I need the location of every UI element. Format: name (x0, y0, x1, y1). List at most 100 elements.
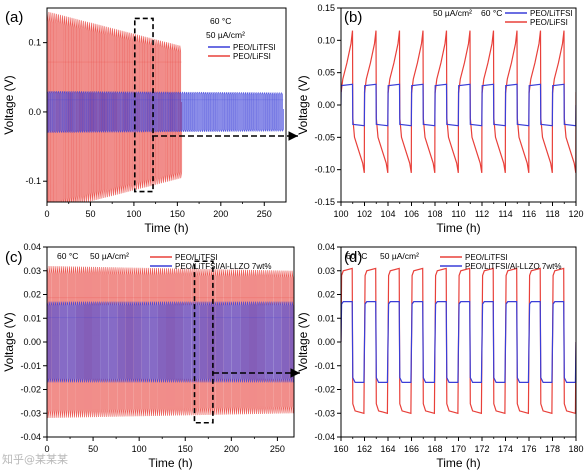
y-tick-label: 0.00 (317, 337, 335, 347)
x-tick-label: 100 (333, 209, 348, 219)
y-tick-label: -0.04 (314, 432, 335, 442)
axes-frame (46, 7, 287, 203)
y-tick-label: 0.04 (317, 242, 335, 252)
y-tick-label: 0.04 (23, 242, 41, 252)
x-axis-label: Time (h) (436, 456, 480, 470)
x-tick-label: 106 (404, 209, 419, 219)
y-tick-label: -0.1 (25, 176, 41, 186)
zoom-highlight-box (133, 17, 154, 193)
x-tick-label: 104 (380, 209, 395, 219)
x-tick-label: 150 (178, 444, 193, 454)
plot-area (47, 265, 294, 419)
y-axis-label: Voltage (V) (296, 312, 310, 371)
y-tick-label: -0.15 (314, 197, 335, 207)
x-tick-label: 200 (224, 444, 239, 454)
x-tick-label: 100 (126, 209, 141, 219)
y-tick-label: -0.05 (314, 132, 335, 142)
x-tick-label: 116 (522, 209, 536, 219)
x-tick-label: 172 (474, 444, 489, 454)
y-tick-label: 0.05 (317, 68, 335, 78)
series-blue (341, 83, 576, 127)
x-axis-label: Time (h) (436, 221, 480, 235)
series-blue (47, 301, 294, 383)
annotation-current: 50 µA/cm² (433, 8, 472, 18)
panel-label: (d) (344, 249, 362, 266)
y-tick-label: 0.00 (23, 337, 41, 347)
series-blue (47, 90, 284, 133)
zoom-highlight-box (193, 260, 214, 424)
x-tick-label: 200 (213, 209, 228, 219)
legend-label: PEO/LiTFSI (175, 253, 218, 262)
panel-c: (c) 0 50 100 150 200 250 -0.04 -0.03 -0.02 -0.01 0.… (2, 242, 295, 470)
x-tick-label: 0 (44, 209, 49, 219)
y-tick-label: 0.03 (23, 266, 41, 276)
x-tick-label: 170 (451, 444, 466, 454)
plot-area (341, 267, 576, 415)
y-axis-label: Voltage (V) (296, 75, 310, 134)
zoom-arrows (152, 131, 300, 378)
panel-d: (d) 160 162 164 166 168 170 172 174 176 178 180 -0.0… (296, 242, 584, 470)
annotation-temperature: 60 °C (210, 16, 231, 26)
y-tick-label: 0.03 (317, 266, 335, 276)
x-tick-label: 50 (88, 444, 98, 454)
x-tick-label: 118 (545, 209, 559, 219)
y-tick-label: -0.03 (20, 408, 41, 418)
y-tick-label: 0.0 (28, 107, 41, 117)
x-tick-label: 114 (498, 209, 512, 219)
x-tick-label: 176 (521, 444, 536, 454)
legend-label: PEO/LiTFSI/Al-LLZO 7wt% (175, 262, 271, 271)
annotation-temperature: 60 °C (346, 251, 367, 261)
x-tick-label: 174 (498, 444, 513, 454)
y-tick-label: -0.01 (20, 361, 41, 371)
x-tick-label: 180 (568, 444, 583, 454)
panel-b: (b) 100 102 104 106 108 110 112 114 116 118 120 -0.1… (296, 3, 584, 235)
x-axis-label: Time (h) (144, 221, 188, 235)
x-tick-label: 160 (333, 444, 348, 454)
panel-a: (a) 0 50 100 150 200 250 -0.1 0.0 0.1 Time (h) Volt… (2, 7, 287, 235)
legend-label: PEO/LiTFSI (465, 253, 508, 262)
plot-area (341, 30, 576, 173)
x-tick-label: 50 (85, 209, 95, 219)
y-tick-label: 0.15 (317, 3, 335, 13)
x-tick-label: 250 (257, 209, 272, 219)
x-axis-label: Time (h) (148, 456, 192, 470)
y-tick-label: 0.02 (23, 290, 41, 300)
x-tick-label: 108 (427, 209, 442, 219)
y-tick-label: 0.10 (317, 35, 335, 45)
panel-label: (a) (5, 9, 23, 26)
legend-label: PEO/LiTFSI (233, 43, 276, 52)
y-tick-label: -0.03 (314, 408, 335, 418)
legend-label: PEO/LiFSI (530, 18, 568, 27)
y-tick-label: 0.01 (23, 313, 41, 323)
x-tick-label: 0 (44, 444, 49, 454)
y-tick-label: -0.02 (314, 385, 335, 395)
x-tick-label: 162 (357, 444, 372, 454)
plot-area (47, 11, 284, 202)
x-tick-label: 110 (451, 209, 465, 219)
x-tick-label: 102 (357, 209, 372, 219)
y-tick-label: -0.04 (20, 432, 41, 442)
x-tick-label: 250 (270, 444, 285, 454)
y-tick-label: 0.02 (317, 290, 335, 300)
y-tick-label: 0.00 (317, 100, 335, 110)
x-tick-label: 166 (404, 444, 419, 454)
watermark: 知乎@某某某 (2, 453, 68, 466)
x-tick-label: 120 (568, 209, 583, 219)
y-axis-label: Voltage (V) (2, 75, 16, 134)
x-tick-label: 164 (380, 444, 395, 454)
x-tick-label: 168 (427, 444, 442, 454)
y-tick-label: -0.10 (314, 165, 335, 175)
x-tick-label: 100 (132, 444, 147, 454)
series-blue (341, 301, 576, 383)
legend-label: PEO/LiTFSI (530, 9, 573, 18)
y-tick-label: 0.01 (317, 313, 335, 323)
panel-label: (c) (5, 249, 23, 266)
x-tick-label: 150 (170, 209, 185, 219)
y-axis-label: Voltage (V) (2, 312, 16, 371)
y-tick-label: -0.02 (20, 385, 41, 395)
panel-label: (b) (344, 9, 362, 26)
